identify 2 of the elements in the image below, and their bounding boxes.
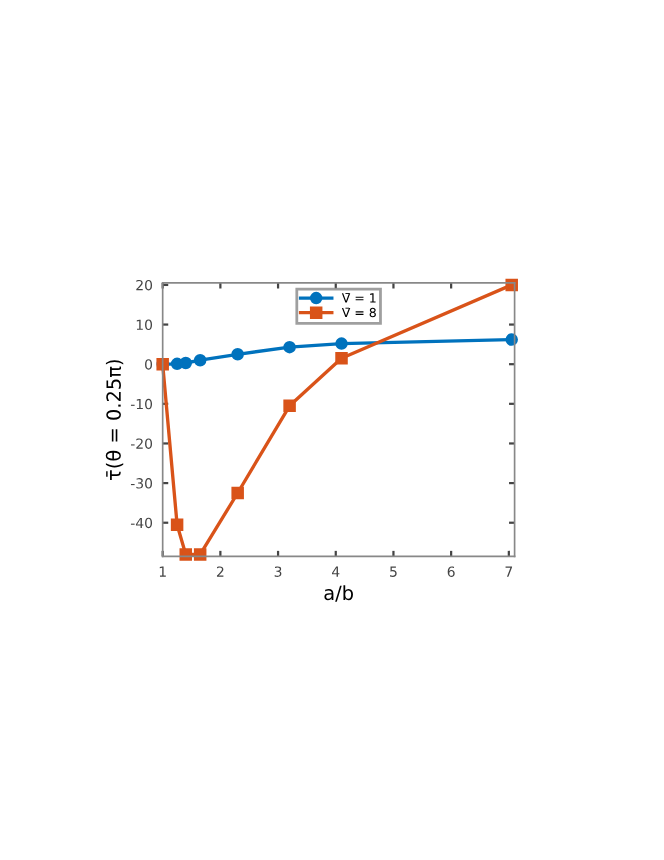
y-axis-title: τ̄(θ = 0.25π) [105,360,124,480]
x-axis-title: a/b [324,585,353,602]
